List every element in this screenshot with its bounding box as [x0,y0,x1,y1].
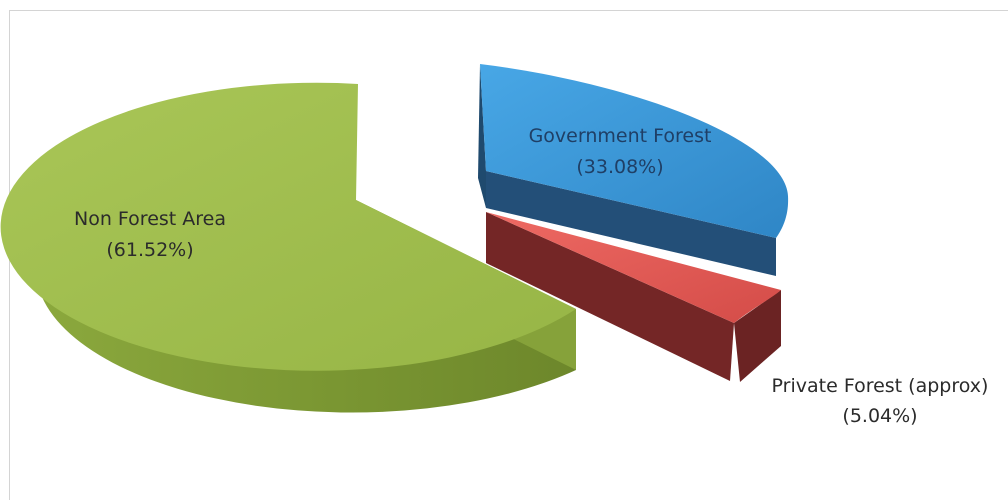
label-private-name: Private Forest (approx) [772,375,989,397]
slice-government-edge [478,64,486,208]
slice-government-inner [486,171,776,276]
label-non-forest-name: Non Forest Area [74,208,226,230]
slice-government-forest [478,64,789,276]
label-government-name: Government Forest [529,125,712,147]
slice-non-forest-area [0,82,577,413]
slice-non-forest-rim [40,232,576,413]
slice-government-top [480,64,789,238]
slice-private-forest [486,212,781,382]
label-private-percent: (5.04%) [842,405,917,427]
slice-private-inner [486,212,734,381]
slice-private-rim [734,290,781,382]
slice-private-top [486,212,781,323]
label-non-forest-percent: (61.52%) [106,239,193,261]
slice-non-forest-top [0,82,577,371]
label-government-percent: (33.08%) [576,156,663,178]
